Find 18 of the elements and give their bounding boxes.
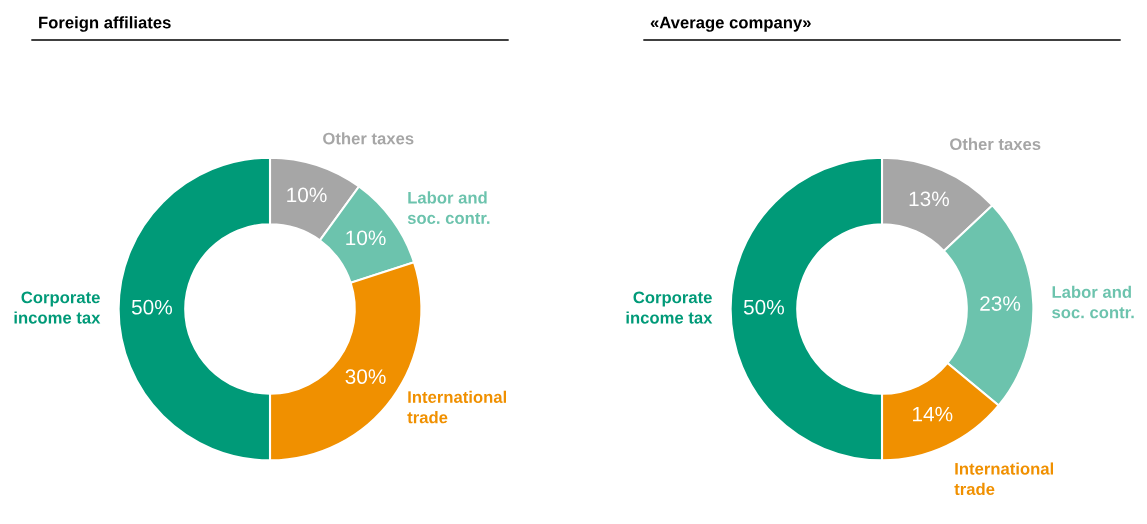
data-label: 10% — [287, 187, 327, 203]
slice-label: Corporate income tax — [626, 291, 713, 324]
slice-label: International trade — [407, 390, 507, 424]
chart-title: «Average company» — [650, 16, 811, 32]
data-label: 13% — [909, 191, 950, 207]
data-label: 50% — [743, 299, 785, 315]
data-label: 50% — [131, 299, 173, 315]
slice-label: Labor and soc. contr. — [1052, 285, 1134, 319]
slice-label: Labor and soc. contr. — [407, 191, 490, 224]
data-label: 30% — [345, 369, 386, 385]
data-label: 14% — [913, 406, 953, 422]
slice-label: Other taxes — [323, 132, 414, 145]
slice-label: Corporate income tax — [14, 291, 101, 324]
slice-label: International trade — [954, 462, 1054, 496]
slice-label: Other taxes — [950, 137, 1041, 151]
data-label: 10% — [346, 230, 386, 246]
data-label: 23% — [980, 296, 1021, 311]
chart-title: Foreign affiliates — [39, 16, 171, 32]
